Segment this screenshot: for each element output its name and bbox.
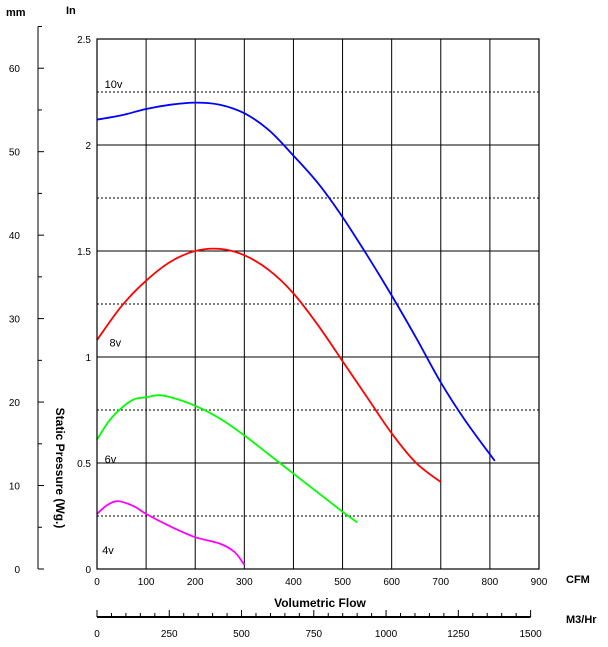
x-tick-label: 300 bbox=[236, 577, 253, 588]
x-tick-label: 800 bbox=[482, 577, 499, 588]
x-tick-label: 600 bbox=[383, 577, 400, 588]
mm-tick-label: 30 bbox=[9, 315, 21, 326]
cfm-unit-label: CFM bbox=[566, 574, 590, 586]
mm-axis: 0 10 20 30 40 50 60 bbox=[9, 25, 44, 576]
m3hr-tick-label: 1500 bbox=[519, 629, 542, 640]
m3hr-tick-label: 500 bbox=[233, 629, 250, 640]
y-tick-label: 0.5 bbox=[77, 459, 91, 470]
m3hr-tick-label: 250 bbox=[161, 629, 178, 640]
y-tick-label: 1 bbox=[85, 353, 91, 364]
y-tick-label: 2.5 bbox=[77, 35, 91, 46]
m3hr-axis: 0 250 500 750 1000 1250 1500 bbox=[94, 610, 542, 640]
series-line-10v bbox=[96, 101, 496, 462]
series-line-6v bbox=[96, 394, 358, 524]
series-label-4v: 4v bbox=[102, 545, 114, 557]
plot-frame bbox=[96, 38, 540, 570]
m3hr-tick-label: 750 bbox=[305, 629, 322, 640]
y-tick-label: 2 bbox=[85, 141, 91, 152]
series-label-6v: 6v bbox=[105, 454, 117, 466]
mm-tick-label: 0 bbox=[14, 565, 20, 576]
y-axis-label: Static Pressure (Wg.) bbox=[53, 408, 67, 529]
tick-labels: 0 100 200 300 400 500 600 700 800 900 0 0.5 1 1.5 2 2.5 bbox=[77, 35, 548, 588]
mm-tick-label: 10 bbox=[9, 482, 21, 493]
x-tick-label: 100 bbox=[138, 577, 155, 588]
series-line-8v bbox=[96, 247, 442, 483]
x-tick-label: 200 bbox=[187, 577, 204, 588]
in-unit-label: In bbox=[66, 5, 76, 17]
mm-unit-label: mm bbox=[6, 7, 26, 19]
series-label-8v: 8v bbox=[110, 337, 122, 349]
x-tick-label: 900 bbox=[531, 577, 548, 588]
x-tick-label: 700 bbox=[432, 577, 449, 588]
x-tick-label: 400 bbox=[285, 577, 302, 588]
x-axis-label: Volumetric Flow bbox=[274, 596, 366, 610]
m3hr-tick-label: 1000 bbox=[375, 629, 398, 640]
x-tick-label: 500 bbox=[334, 577, 351, 588]
m3hr-tick-label: 0 bbox=[94, 629, 100, 640]
mm-tick-label: 20 bbox=[9, 398, 21, 409]
mm-tick-label: 50 bbox=[9, 148, 21, 159]
y-tick-label: 1.5 bbox=[77, 247, 91, 258]
series-label-10v: 10v bbox=[105, 79, 123, 91]
x-tick-label: 0 bbox=[94, 577, 100, 588]
mm-tick-label: 40 bbox=[9, 231, 21, 242]
y-tick-label: 0 bbox=[85, 565, 91, 576]
m3hr-unit-label: M3/Hr bbox=[566, 614, 597, 626]
series-labels: 10v 8v 6v 4v bbox=[102, 79, 123, 557]
m3hr-tick-label: 1250 bbox=[447, 629, 470, 640]
mm-tick-label: 60 bbox=[9, 64, 21, 75]
curves bbox=[96, 101, 496, 566]
series-line-4v bbox=[96, 500, 246, 566]
